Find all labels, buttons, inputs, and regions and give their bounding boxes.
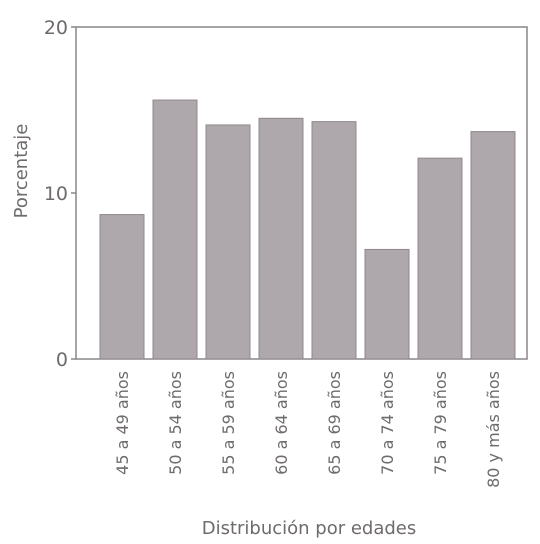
bar [152, 99, 198, 360]
y-tick-label: 0 [56, 349, 68, 371]
x-axis-title: Distribución por edades [202, 518, 417, 539]
y-axis-title: Porcentaje [11, 124, 32, 219]
bar [470, 131, 516, 360]
x-tick-label: 65 a 69 años [325, 371, 344, 475]
x-axis-labels: 45 a 49 años 50 a 54 años 55 a 59 años 60 a… [113, 371, 503, 488]
x-tick-label: 75 a 79 años [431, 371, 450, 475]
bar [99, 214, 145, 360]
x-tick-label: 80 y más años [484, 371, 503, 488]
bar [311, 121, 357, 360]
bar [205, 124, 251, 360]
x-tick-label: 55 a 59 años [219, 371, 238, 475]
y-tick-label: 10 [44, 183, 68, 205]
x-tick-label: 50 a 54 años [166, 371, 185, 475]
x-tick-label: 60 a 64 años [272, 371, 291, 475]
y-axis-ticks: 0 10 20 [44, 17, 76, 371]
y-tick-label: 20 [44, 17, 68, 39]
bar [417, 157, 463, 360]
x-tick-label: 70 a 74 años [378, 371, 397, 475]
x-tick-label: 45 a 49 años [113, 371, 132, 475]
bar [364, 248, 410, 360]
bars [99, 99, 516, 360]
bar [258, 117, 304, 360]
